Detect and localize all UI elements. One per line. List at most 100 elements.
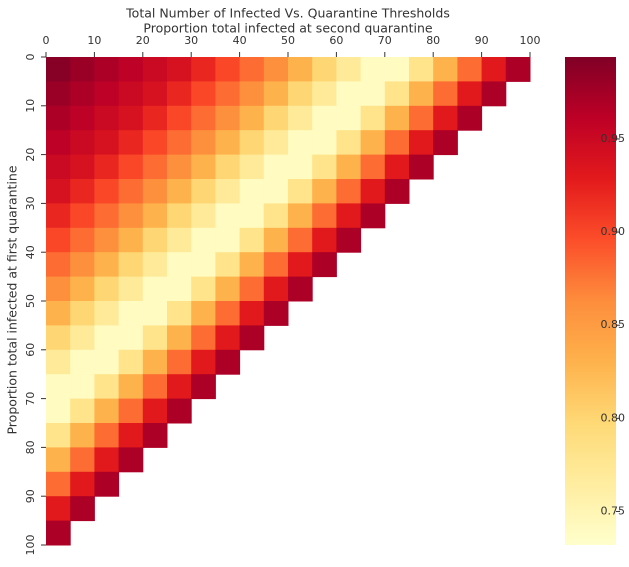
heatmap-cell <box>94 423 120 448</box>
heatmap-cell <box>94 276 120 302</box>
heatmap-cell <box>239 203 265 229</box>
y-tick-label: 20 <box>24 148 37 162</box>
heatmap-cell <box>336 154 362 180</box>
heatmap-cell <box>409 81 434 107</box>
heatmap-cell <box>94 203 120 229</box>
heatmap-cell <box>505 57 531 82</box>
heatmap-cell <box>70 325 95 351</box>
heatmap-cell <box>433 105 458 131</box>
heatmap-cell <box>46 423 71 448</box>
heatmap-cell <box>215 154 241 180</box>
heatmap-cell <box>215 81 241 107</box>
x-tick-label: 50 <box>281 34 295 47</box>
heatmap-cell <box>215 325 241 351</box>
heatmap-cell <box>239 179 265 204</box>
heatmap-cell <box>142 398 168 424</box>
heatmap-cell <box>118 227 144 253</box>
heatmap-cell <box>360 57 386 82</box>
heatmap-cell <box>312 57 337 82</box>
heatmap-cell <box>142 276 168 302</box>
heatmap-cell <box>457 105 483 131</box>
heatmap-cell <box>336 105 362 131</box>
heatmap-cell <box>481 81 507 107</box>
heatmap-cell <box>94 325 120 351</box>
heatmap-cell <box>70 423 95 448</box>
heatmap-cell <box>94 398 120 424</box>
heatmap-cell <box>94 301 120 326</box>
heatmap-cell <box>288 179 313 204</box>
heatmap-cell <box>118 301 144 326</box>
colorbar-tick-label: 0.90 <box>601 225 626 238</box>
heatmap-cell <box>70 203 95 229</box>
heatmap-cell <box>142 301 168 326</box>
heatmap-cell <box>70 398 95 424</box>
heatmap-cell <box>288 57 313 82</box>
heatmap-cell <box>118 398 144 424</box>
heatmap-cell <box>142 179 168 204</box>
heatmap-cell <box>118 81 144 107</box>
heatmap-cell <box>239 57 265 82</box>
heatmap-cell <box>167 203 192 229</box>
heatmap-cell <box>263 276 289 302</box>
heatmap-cell <box>191 276 216 302</box>
heatmap-cell <box>215 179 241 204</box>
y-tick-label: 70 <box>24 392 37 406</box>
heatmap-cell <box>46 276 71 302</box>
heatmap-cell <box>142 252 168 278</box>
heatmap-cell <box>360 154 386 180</box>
heatmap-cell <box>384 179 410 204</box>
heatmap-cell <box>288 81 313 107</box>
heatmap-cell <box>191 349 216 375</box>
heatmap-cell <box>360 81 386 107</box>
heatmap-cell <box>215 57 241 82</box>
heatmap-cell <box>312 105 337 131</box>
heatmap-cell <box>142 130 168 156</box>
heatmap-cell <box>215 227 241 253</box>
heatmap-cell <box>191 105 216 131</box>
heatmap-cell <box>263 81 289 107</box>
heatmap-cell <box>239 154 265 180</box>
chart-title: Total Number of Infected Vs. Quarantine … <box>125 6 450 21</box>
heatmap-cell <box>94 179 120 204</box>
heatmap-cell <box>360 179 386 204</box>
heatmap-cell <box>457 81 483 107</box>
heatmap-cell <box>191 301 216 326</box>
heatmap-cell <box>94 227 120 253</box>
heatmap-cell <box>70 57 95 82</box>
heatmap-cell <box>336 203 362 229</box>
heatmap-cell <box>167 130 192 156</box>
heatmap-cell <box>70 81 95 107</box>
heatmap-cell <box>312 179 337 204</box>
heatmap-cell <box>312 203 337 229</box>
heatmap-cell <box>94 349 120 375</box>
x-tick-label: 80 <box>426 34 440 47</box>
heatmap-cell <box>239 276 265 302</box>
heatmap-cell <box>70 471 95 497</box>
heatmap-cell <box>215 105 241 131</box>
heatmap-cell <box>167 301 192 326</box>
heatmap-cell <box>288 276 313 302</box>
y-tick-label: 30 <box>24 196 37 210</box>
y-tick-label: 80 <box>24 440 37 454</box>
heatmap-cell <box>312 154 337 180</box>
heatmap-cell <box>263 130 289 156</box>
heatmap-cell <box>70 252 95 278</box>
heatmap-cell <box>215 349 241 375</box>
heatmap-cell <box>142 81 168 107</box>
heatmap-cell <box>142 349 168 375</box>
x-tick-label: 40 <box>233 34 247 47</box>
heatmap-cell <box>46 471 71 497</box>
colorbar-tick-label: 0.85 <box>601 318 626 331</box>
x-axis-label: Proportion total infected at second quar… <box>143 21 433 36</box>
heatmap-cell <box>46 130 71 156</box>
heatmap-cell <box>70 130 95 156</box>
heatmap-cell <box>409 130 434 156</box>
colorbar-tick-label: 0.80 <box>601 411 626 424</box>
heatmap-cell <box>118 252 144 278</box>
heatmap-cell <box>312 252 337 278</box>
heatmap-cell <box>46 349 71 375</box>
heatmap-cell <box>239 227 265 253</box>
heatmap-cell <box>118 325 144 351</box>
colorbar-tick-label: 0.75 <box>601 504 626 517</box>
heatmap-cell <box>142 154 168 180</box>
